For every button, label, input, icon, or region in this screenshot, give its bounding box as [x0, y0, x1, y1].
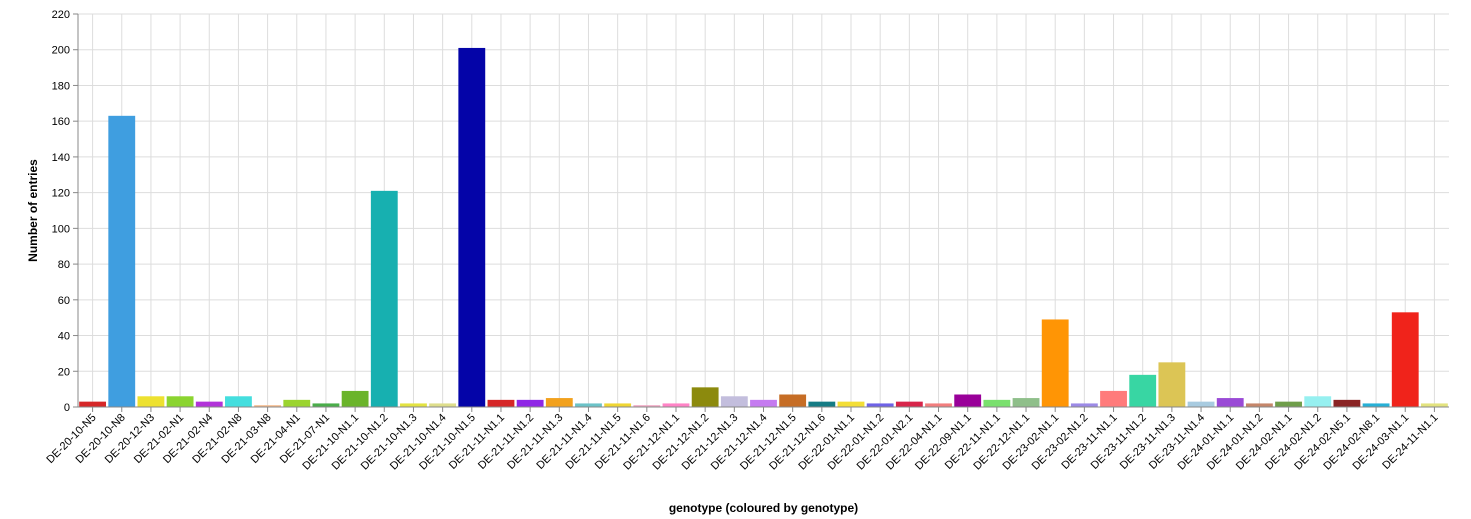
bar-DE-21-07-N1[interactable]	[312, 403, 340, 407]
bar-DE-21-10-N1.4[interactable]	[429, 403, 457, 407]
bar-DE-20-12-N3[interactable]	[137, 396, 165, 407]
y-tick-label: 40	[58, 331, 70, 343]
x-tick-label: DE-20-10-N5	[44, 412, 98, 466]
bar-DE-24-02-N8.1[interactable]	[1362, 403, 1390, 407]
bar-DE-21-11-N1.2[interactable]	[516, 399, 544, 407]
bar-DE-21-04-N1[interactable]	[283, 399, 311, 407]
bar-DE-21-10-N1.1[interactable]	[341, 390, 369, 407]
bar-DE-21-12-N1.5[interactable]	[779, 394, 807, 407]
bar-DE-21-02-N8[interactable]	[225, 396, 252, 407]
y-tick-label: 220	[52, 9, 70, 21]
bar-DE-22-09-N1.1[interactable]	[954, 394, 982, 407]
bar-DE-23-02-N1.2[interactable]	[1070, 403, 1098, 407]
y-tick-label: 120	[52, 188, 70, 200]
bar-DE-21-10-N1.3[interactable]	[400, 403, 427, 407]
y-tick-label: 140	[52, 152, 70, 164]
x-axis-title: genotype (coloured by genotype)	[669, 501, 858, 515]
bar-DE-24-03-N1.1[interactable]	[1391, 312, 1419, 407]
bar-DE-22-04-N1.1[interactable]	[925, 403, 952, 407]
y-axis-title: Number of entries	[26, 159, 40, 262]
bar-DE-23-11-N1.2[interactable]	[1129, 374, 1157, 407]
bar-DE-24-01-N1.1[interactable]	[1216, 398, 1244, 407]
bar-DE-21-10-N1.5[interactable]	[458, 47, 486, 407]
bar-DE-24-02-N1.1[interactable]	[1275, 401, 1302, 407]
gridlines	[78, 13, 1449, 408]
bar-DE-22-12-N1.1[interactable]	[1012, 398, 1040, 407]
bar-DE-21-12-N1.4[interactable]	[750, 399, 777, 407]
y-tick-labels: 0 20 40 60 80 100 120 140 160 180 200 220	[52, 9, 78, 414]
y-tick-label: 160	[52, 116, 70, 128]
bar-DE-24-02-N1.2[interactable]	[1304, 396, 1332, 407]
bar-DE-21-11-N1.1[interactable]	[487, 399, 515, 407]
bar-DE-24-11-N1.1[interactable]	[1420, 403, 1448, 407]
bar-DE-22-11-N1.1[interactable]	[983, 399, 1011, 407]
y-tick-label: 200	[52, 45, 70, 57]
bar-DE-21-02-N4[interactable]	[195, 401, 223, 407]
bar-DE-21-03-N8[interactable]	[254, 405, 282, 407]
bar-DE-23-02-N1.1[interactable]	[1041, 319, 1069, 407]
bar-DE-21-02-N1[interactable]	[166, 396, 194, 407]
y-tick-label: 180	[52, 80, 70, 92]
y-tick-label: 0	[64, 402, 70, 414]
bar-DE-22-01-N1.1[interactable]	[837, 401, 865, 407]
bar-DE-21-11-N1.5[interactable]	[604, 403, 632, 407]
bar-DE-24-01-N1.2[interactable]	[1245, 403, 1273, 407]
bar-DE-21-12-N1.1[interactable]	[662, 403, 690, 407]
bar-DE-21-10-N1.2[interactable]	[370, 190, 398, 407]
bar-DE-20-10-N5[interactable]	[79, 401, 107, 407]
bar-DE-21-11-N1.3[interactable]	[545, 398, 573, 407]
y-tick-label: 80	[58, 259, 70, 271]
bar-DE-23-11-N1.4[interactable]	[1187, 401, 1215, 407]
bar-DE-20-10-N8[interactable]	[108, 115, 136, 407]
bar-DE-21-12-N1.6[interactable]	[808, 401, 836, 407]
bar-DE-22-01-N1.2[interactable]	[866, 403, 894, 407]
bar-DE-23-11-N1.3[interactable]	[1158, 362, 1186, 407]
bar-DE-21-11-N1.4[interactable]	[575, 403, 602, 407]
bar-DE-23-11-N1.1[interactable]	[1100, 390, 1127, 407]
bar-DE-21-12-N1.3[interactable]	[720, 396, 748, 407]
bar-DE-22-01-N2.1[interactable]	[895, 401, 923, 407]
bars	[79, 47, 1448, 407]
y-tick-label: 100	[52, 223, 70, 235]
x-tick-labels: DE-20-10-N5DE-20-10-N8DE-20-12-N3DE-21-0…	[44, 407, 1441, 472]
y-tick-label: 20	[58, 366, 70, 378]
bar-DE-21-11-N1.6[interactable]	[633, 405, 661, 407]
bar-DE-21-12-N1.2[interactable]	[691, 387, 719, 407]
y-tick-label: 60	[58, 295, 70, 307]
bar-DE-24-02-N5.1[interactable]	[1333, 399, 1361, 407]
